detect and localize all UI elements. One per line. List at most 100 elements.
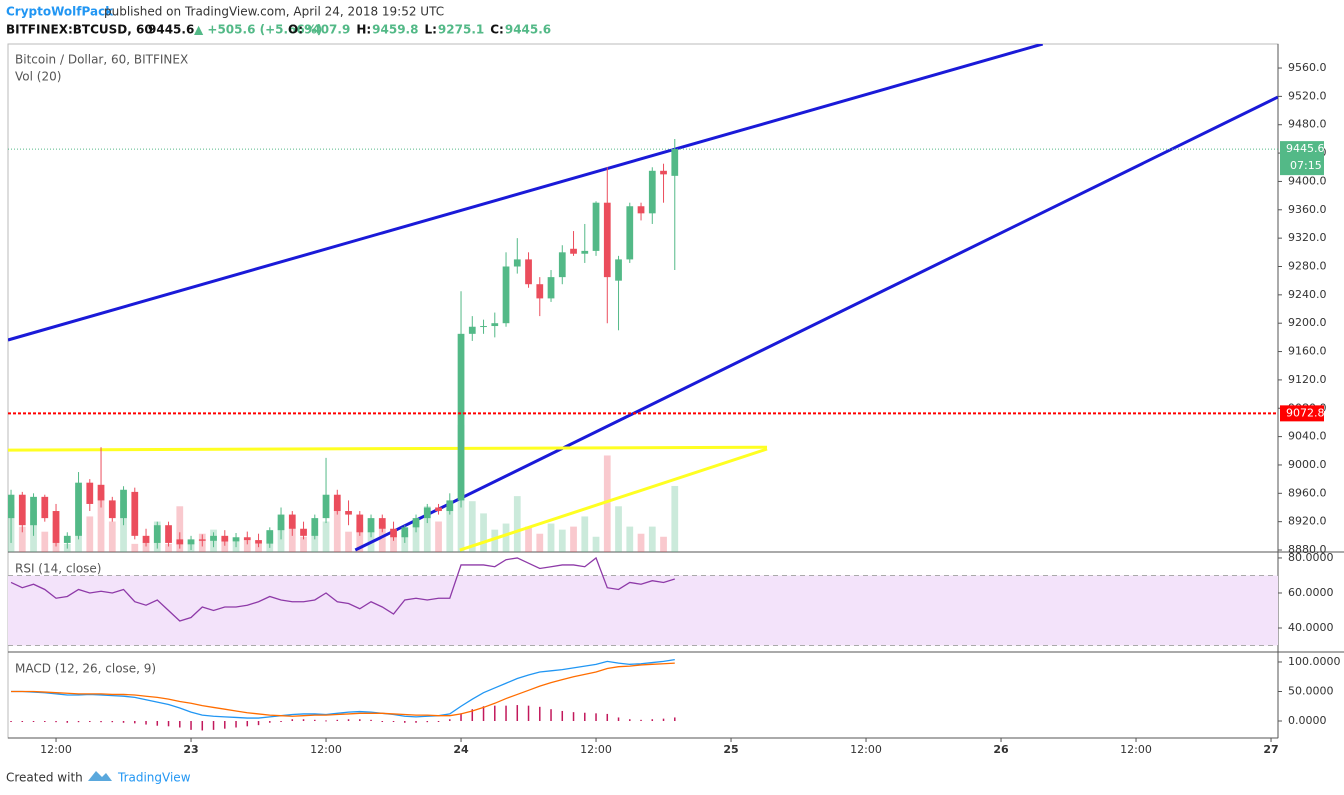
volume-bar	[345, 531, 352, 552]
macd-histogram-bar	[494, 705, 496, 722]
rsi-line	[10, 556, 675, 622]
macd-histogram-bar	[595, 713, 597, 722]
last-chip	[1280, 141, 1324, 176]
candle-body	[626, 206, 634, 260]
macd-histogram-bar	[651, 719, 654, 722]
volume-bar	[243, 539, 251, 552]
macd-histogram-bar	[415, 721, 417, 723]
candle-body	[547, 277, 555, 299]
macd-histogram-bar	[257, 721, 260, 726]
candle-body	[75, 482, 82, 536]
macd-histogram-bar	[482, 706, 485, 722]
volume-bar	[615, 506, 622, 552]
volume-bar	[536, 533, 544, 552]
volume-bar	[120, 501, 127, 552]
candle-body	[41, 496, 49, 519]
author[interactable]: CryptoWolfPack	[6, 5, 114, 19]
candle-body	[480, 326, 487, 328]
macd-histogram-bar	[145, 721, 147, 725]
volume-bar	[390, 536, 397, 552]
macd-histogram-bar	[437, 721, 440, 723]
ohlc-label: O:	[288, 23, 303, 37]
candle-body	[592, 202, 600, 251]
macd-histogram-bar	[584, 712, 586, 722]
candle-body	[558, 252, 566, 278]
y-tick-label: 9480.0	[1288, 118, 1327, 131]
macd-histogram-bar	[190, 721, 192, 730]
pane-title: Bitcoin / Dollar, 60, BITFINEX	[15, 53, 188, 67]
candle-body	[266, 530, 274, 544]
volume-bar	[570, 526, 577, 552]
macd-histogram-bar	[617, 717, 620, 722]
countdown: 07:15	[1290, 159, 1322, 172]
published: published on TradingView.com, April 24, …	[104, 5, 444, 19]
volume-bar	[86, 516, 94, 552]
candle-body	[165, 525, 172, 543]
candle-body	[660, 170, 667, 175]
candle-body	[648, 170, 656, 214]
last-price-label: 9445.6	[1286, 142, 1325, 155]
change: ▲ +505.6 (+5.66%)	[194, 23, 322, 37]
ohlc-value: 9445.6	[505, 23, 551, 37]
volume-bar	[513, 496, 521, 552]
macd-histogram-bar	[291, 719, 294, 722]
level-label: 9072.8	[1286, 406, 1325, 419]
x-tick-label: 26	[993, 743, 1009, 756]
candle-body	[378, 518, 386, 529]
macd-histogram-bar	[212, 721, 215, 730]
y-tick-label: 100.0000	[1288, 655, 1341, 668]
macd-line	[11, 662, 675, 717]
price-pane	[8, 44, 1278, 552]
candle-body	[367, 518, 375, 533]
macd-histogram-bar	[21, 721, 24, 723]
candle-body	[86, 482, 94, 504]
volume-bar	[637, 533, 645, 552]
candle-body	[30, 496, 37, 526]
candle-body	[120, 489, 127, 519]
macd-histogram-bar	[370, 719, 372, 722]
y-tick-label: 80.0000	[1288, 551, 1334, 564]
footer-brand[interactable]: TradingView	[117, 771, 191, 785]
volume-bar	[480, 513, 487, 552]
symbol: BITFINEX:BTCUSD, 60	[6, 23, 153, 37]
macd-histogram-bar	[449, 719, 451, 722]
macd-histogram-bar	[10, 721, 12, 723]
candle-body	[637, 206, 645, 214]
candle-body	[97, 484, 105, 501]
volume-bar	[333, 501, 341, 552]
x-tick-label: 12:00	[310, 743, 342, 756]
candle-body	[18, 494, 26, 526]
x-tick-label: 27	[1263, 743, 1278, 756]
volume-bar	[356, 526, 364, 552]
ohlc-value: 9275.1	[438, 23, 484, 37]
candle-body	[142, 535, 150, 543]
pane-title: MACD (12, 26, close, 9)	[15, 662, 156, 676]
candle-body	[176, 539, 184, 545]
macd-histogram-bar	[392, 721, 395, 723]
macd-histogram-bar	[111, 721, 114, 723]
y-tick-label: 8960.0	[1288, 486, 1327, 499]
volume-bar	[300, 536, 307, 552]
y-tick-label: 9520.0	[1288, 89, 1327, 102]
ohlc-label: H:	[356, 23, 371, 37]
macd-histogram-bar	[89, 721, 91, 723]
volume-bar	[41, 531, 49, 552]
y-tick-label: 9000.0	[1288, 458, 1327, 471]
macd-histogram-bar	[629, 719, 631, 722]
volume-bar	[626, 526, 634, 552]
macd-histogram-bar	[235, 721, 237, 728]
y-tick-label: 9360.0	[1288, 203, 1327, 216]
macd-histogram-bar	[336, 719, 339, 722]
candle-body	[232, 537, 240, 542]
volume-bar	[97, 491, 105, 552]
macd-histogram-bar	[325, 720, 327, 722]
macd-histogram-bar	[572, 712, 575, 722]
macd-histogram-bar	[269, 721, 271, 723]
macd-histogram-bar	[100, 721, 102, 723]
macd-histogram-bar	[122, 721, 125, 723]
y-tick-label: 9120.0	[1288, 373, 1327, 386]
rsi-band	[8, 575, 1278, 646]
candle-body	[131, 491, 139, 536]
candle-body	[615, 259, 622, 281]
